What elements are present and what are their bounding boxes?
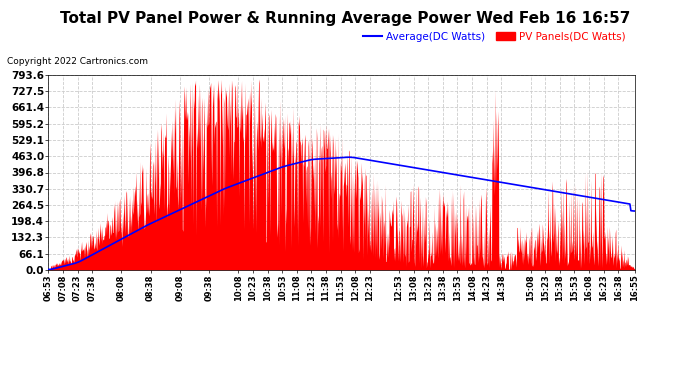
- Text: Copyright 2022 Cartronics.com: Copyright 2022 Cartronics.com: [7, 57, 148, 66]
- Legend: Average(DC Watts), PV Panels(DC Watts): Average(DC Watts), PV Panels(DC Watts): [359, 27, 629, 46]
- Text: Total PV Panel Power & Running Average Power Wed Feb 16 16:57: Total PV Panel Power & Running Average P…: [60, 11, 630, 26]
